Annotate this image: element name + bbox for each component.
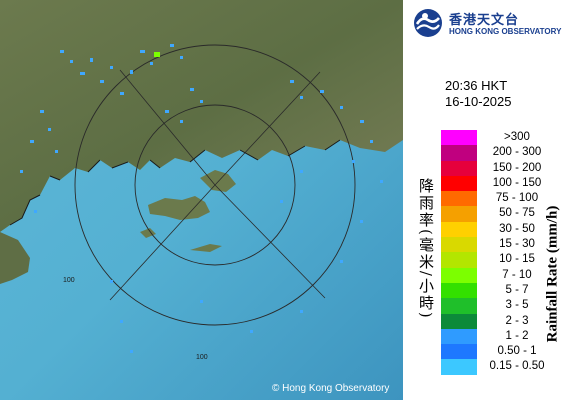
- legend-range-label: 2 - 3: [505, 314, 529, 327]
- legend-range-label: >300: [504, 131, 530, 143]
- range-ring-label-west: 100: [63, 277, 75, 284]
- timestamp-time: 20:36 HKT: [445, 78, 508, 93]
- legend-swatch: [441, 206, 477, 222]
- legend-range-label: 50 - 75: [499, 207, 535, 220]
- legend-range-label: 0.50 - 1: [497, 345, 537, 358]
- legend-swatch: [441, 313, 477, 329]
- legend-row: 0.50 - 1: [441, 344, 561, 360]
- legend-swatch: [441, 298, 477, 314]
- legend-row: 2 - 3: [441, 313, 561, 329]
- timestamp-date: 16-10-2025: [445, 94, 512, 109]
- range-rings: [74, 44, 356, 326]
- legend-swatch: [441, 130, 477, 146]
- legend-swatch: [441, 344, 477, 360]
- land-hk-island-west: [148, 196, 210, 220]
- legend-row: 50 - 75: [441, 206, 561, 222]
- legend-title-english-wrap: Rainfall Rate (mm/h): [541, 186, 565, 362]
- legend-swatch: [441, 191, 477, 207]
- land-island-small-2: [140, 228, 156, 238]
- legend-row: 1 - 2: [441, 328, 561, 345]
- legend-row: 7 - 10: [441, 267, 561, 283]
- legend-row: 5 - 7: [441, 282, 561, 299]
- hko-logo-icon: [414, 9, 442, 37]
- legend-range-label: 15 - 30: [499, 238, 535, 251]
- legend-range-label: 0.15 - 0.50: [489, 360, 545, 373]
- hko-logo: 香港天文台 HONG KONG OBSERVATORY: [413, 6, 573, 42]
- legend-row: 30 - 50: [441, 221, 561, 238]
- legend-row: 100 - 150: [441, 175, 561, 192]
- legend-row: 0.15 - 0.50: [441, 359, 561, 375]
- legend-range-label: 30 - 50: [499, 222, 535, 235]
- legend-range-label: 1 - 2: [505, 329, 529, 342]
- legend-swatch: [441, 282, 477, 299]
- range-ring-outer: [74, 44, 356, 326]
- legend-row: 150 - 200: [441, 160, 561, 176]
- legend-swatch: [441, 160, 477, 176]
- legend-swatch: [441, 145, 477, 161]
- radar-map-canvas: 100 100: [0, 0, 403, 400]
- info-panel: 香港天文台 HONG KONG OBSERVATORY 20:36 HKT 16…: [403, 0, 577, 400]
- land-hk-island-east: [200, 170, 236, 192]
- range-ring-label-south: 100: [196, 354, 208, 361]
- land-island-small-1: [190, 244, 222, 252]
- legend-swatch: [441, 328, 477, 345]
- legend-range-label: 200 - 300: [492, 146, 542, 159]
- legend-range-label: 5 - 7: [505, 283, 529, 296]
- range-ring-inner: [134, 104, 296, 266]
- legend-title-english: Rainfall Rate (mm/h): [544, 205, 561, 343]
- rain-echo-cell: [154, 52, 160, 57]
- legend-row: 200 - 300: [441, 145, 561, 161]
- land-west-coast: [0, 232, 30, 284]
- logo-chinese-name: 香港天文台: [449, 13, 520, 28]
- legend-swatch: [441, 252, 477, 268]
- legend-row: 15 - 30: [441, 237, 561, 253]
- legend-swatch: [441, 359, 477, 375]
- rainfall-legend: >300 200 - 300 150 - 200 100 - 150 75 - 100 5…: [441, 130, 561, 375]
- timestamp: 20:36 HKT 16-10-2025: [445, 78, 512, 110]
- legend-swatch: [441, 221, 477, 238]
- legend-swatch: [441, 175, 477, 192]
- legend-row: 3 - 5: [441, 298, 561, 314]
- legend-swatch: [441, 267, 477, 283]
- legend-range-label: 100 - 150: [492, 176, 542, 189]
- legend-swatch: [441, 237, 477, 253]
- legend-row: 10 - 15: [441, 252, 561, 268]
- legend-range-label: 75 - 100: [495, 192, 539, 205]
- legend-row: 75 - 100: [441, 191, 561, 207]
- legend-range-label: 7 - 10: [502, 268, 532, 281]
- legend-row: >300: [441, 130, 561, 146]
- legend-range-label: 10 - 15: [499, 253, 535, 266]
- rain-echoes: [20, 44, 383, 353]
- coastline: [9, 139, 341, 226]
- legend-title-chinese: 降雨率(毫米/小時): [417, 178, 435, 320]
- legend-range-label: 150 - 200: [492, 161, 542, 174]
- range-spokes: [109, 69, 326, 301]
- copyright-notice: © Hong Kong Observatory: [272, 383, 390, 394]
- legend-range-label: 3 - 5: [505, 299, 529, 312]
- logo-english-name: HONG KONG OBSERVATORY: [449, 27, 562, 36]
- land-mainland: [0, 0, 403, 232]
- radar-map[interactable]: 100 100 © Hong Kong Observatory: [0, 0, 403, 400]
